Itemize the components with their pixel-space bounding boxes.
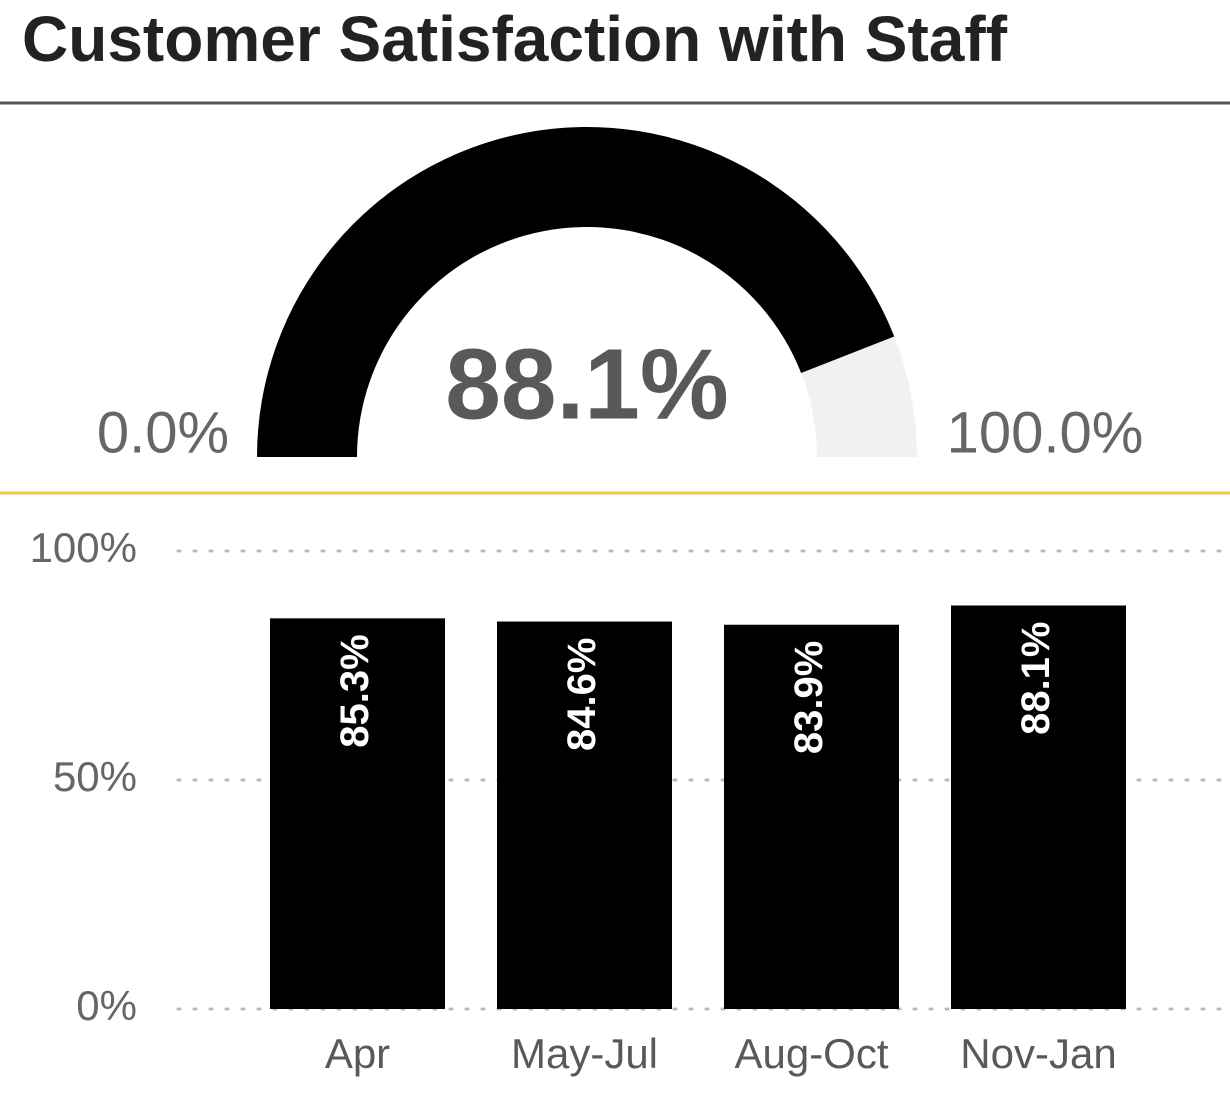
- title: Customer Satisfaction with Staff: [22, 3, 1008, 75]
- bar: [497, 621, 672, 1009]
- x-tick-label: Aug-Oct: [734, 1030, 888, 1077]
- bar: [270, 618, 445, 1009]
- bar: [724, 624, 899, 1009]
- y-tick-label: 0%: [76, 982, 137, 1029]
- bar-value-label: 85.3%: [333, 634, 377, 747]
- bar: [951, 605, 1126, 1009]
- x-tick-label: May-Jul: [511, 1030, 658, 1077]
- gauge-range-label: 100.0%: [947, 400, 1144, 465]
- x-tick-label: Nov-Jan: [960, 1030, 1116, 1077]
- bar-value-label: 83.9%: [787, 641, 831, 754]
- gauge-range-label: 0.0%: [97, 400, 229, 465]
- x-tick-label: Apr: [325, 1030, 390, 1077]
- bar-value-label: 88.1%: [1014, 622, 1058, 735]
- bar-value-label: 84.6%: [560, 638, 604, 751]
- gauge-value-label: 88.1%: [445, 328, 729, 440]
- gauge-value: [257, 127, 895, 458]
- y-tick-label: 50%: [53, 753, 137, 800]
- y-tick-label: 100%: [30, 524, 137, 571]
